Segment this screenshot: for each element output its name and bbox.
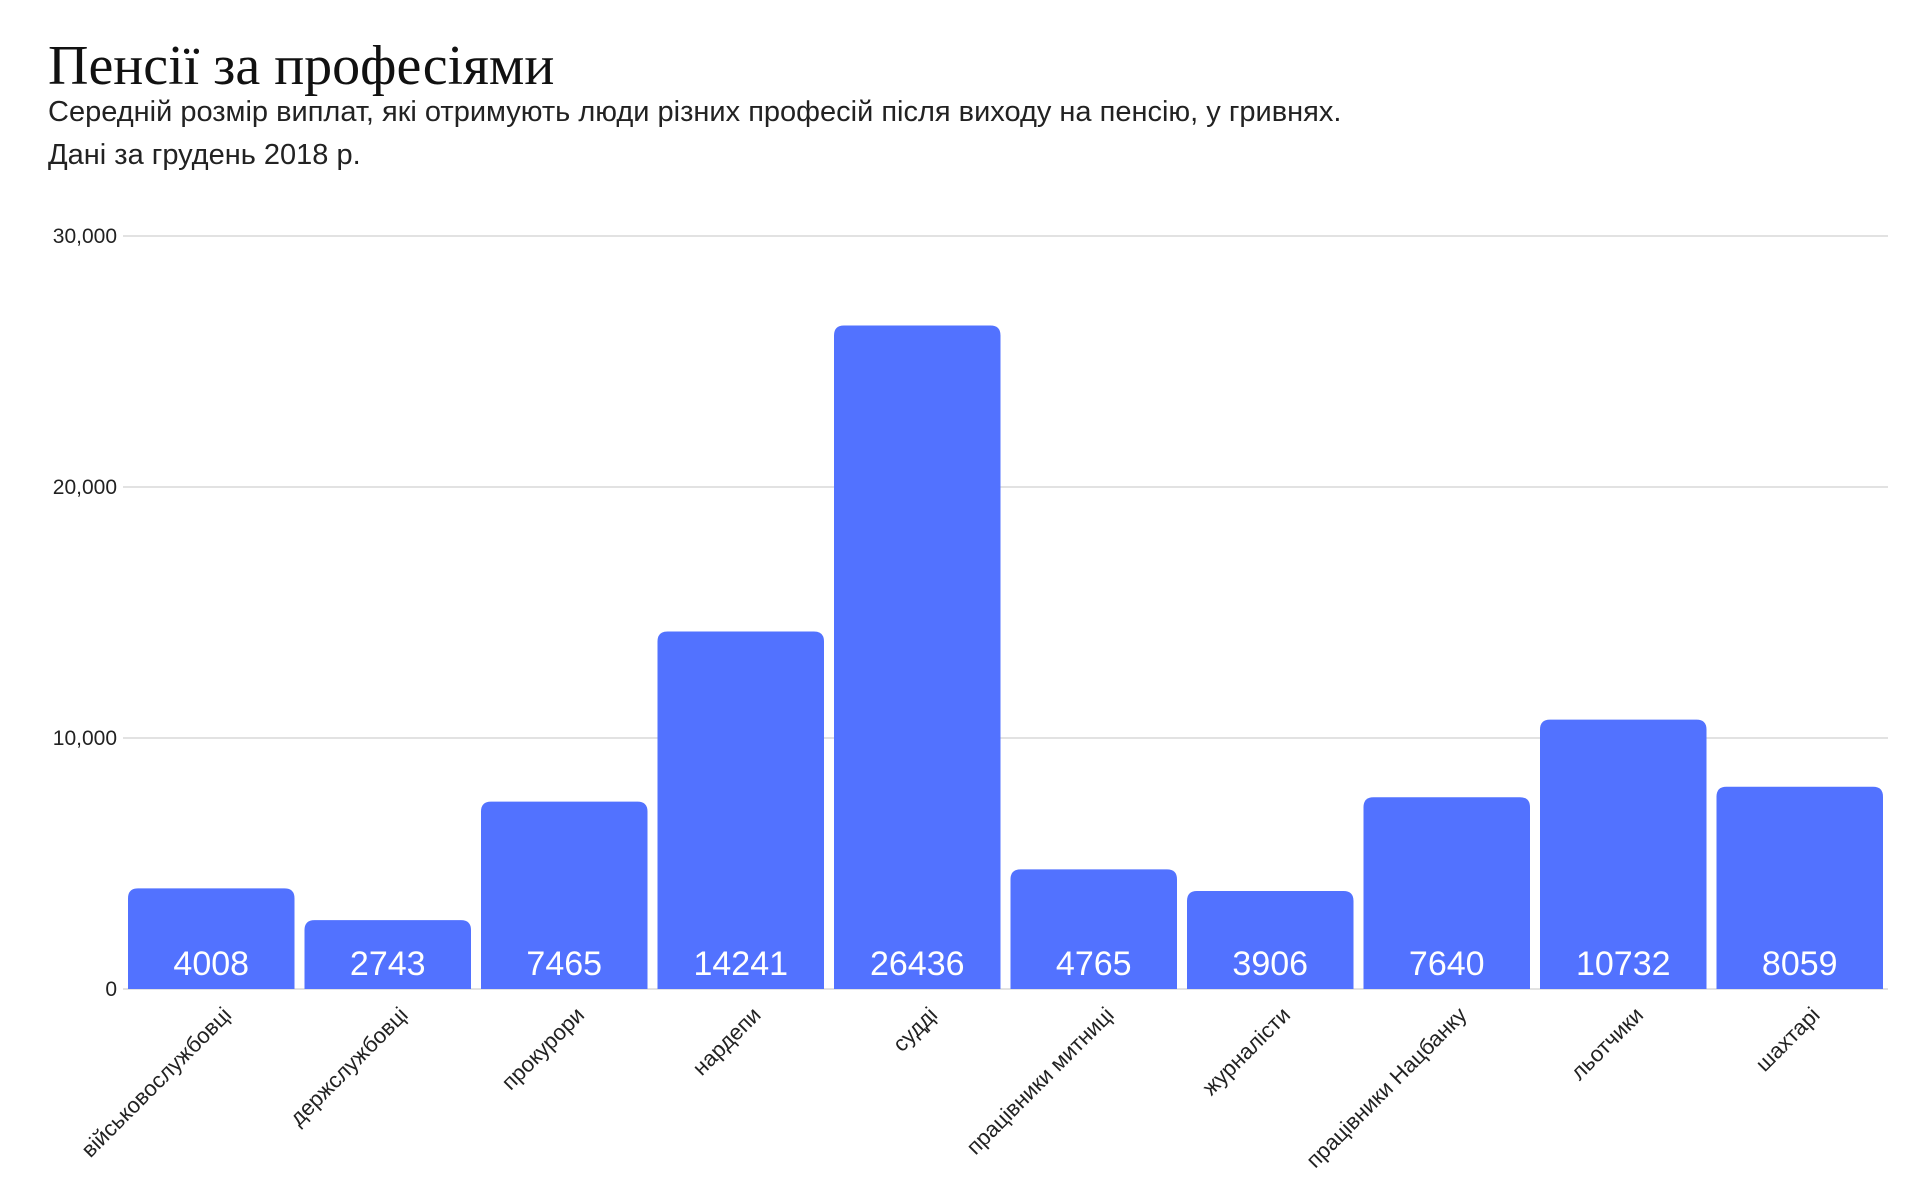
bar: [1716, 786, 1883, 989]
y-tick-label: 30,000: [53, 225, 117, 248]
bar-value-label: 7465: [526, 945, 602, 983]
bar-value-label: 7640: [1409, 945, 1485, 983]
x-tick-label: льотчики: [1566, 1002, 1649, 1085]
bar-value-label: 4765: [1056, 945, 1132, 983]
y-tick-label: 20,000: [53, 476, 117, 499]
bar: [1187, 890, 1354, 989]
y-tick-label: 0: [105, 978, 117, 1001]
bar-value-label: 3906: [1232, 945, 1308, 983]
chart-title: Пенсії за професіями: [48, 35, 555, 97]
bar-value-label: 14241: [693, 945, 788, 983]
bar: [304, 920, 471, 989]
x-tick-label: судді: [888, 1002, 942, 1056]
bar: [657, 631, 824, 989]
bar: [834, 325, 1001, 989]
x-tick-label: працівники Нацбанку: [1301, 1002, 1471, 1172]
x-tick-label: прокурори: [496, 1002, 589, 1095]
x-tick-label: журналісти: [1197, 1002, 1295, 1100]
bar-value-label: 2743: [350, 945, 426, 983]
chart-subtitle: Середній розмір виплат, які отримують лю…: [48, 96, 1342, 128]
x-axis: військовослужбовці держслужбовці прокурори…: [76, 1002, 1824, 1172]
bar: [1363, 797, 1530, 989]
bar: [1540, 719, 1707, 989]
bars: [128, 325, 1883, 989]
chart-date-note: Дані за грудень 2018 р.: [48, 139, 361, 171]
bar: [481, 801, 648, 989]
bar-value-label: 10732: [1576, 945, 1671, 983]
value-labels: 4008 2743 7465 14241 26436 4765 3906 7640 10732 8…: [173, 945, 1837, 983]
bar-value-label: 4008: [173, 945, 249, 983]
y-axis: 0 10,000 20,000 30,000: [53, 225, 117, 1001]
x-tick-label: працівники митниці: [961, 1002, 1118, 1159]
x-tick-label: військовослужбовці: [76, 1002, 236, 1162]
bar-value-label: 26436: [870, 945, 965, 983]
x-tick-label: держслужбовці: [285, 1002, 413, 1130]
x-tick-label: нардепи: [688, 1002, 766, 1080]
bar-value-label: 8059: [1762, 945, 1838, 983]
y-tick-label: 10,000: [53, 727, 117, 750]
x-tick-label: шахтарі: [1750, 1002, 1824, 1076]
bar: [128, 888, 295, 989]
bar: [1010, 869, 1177, 989]
